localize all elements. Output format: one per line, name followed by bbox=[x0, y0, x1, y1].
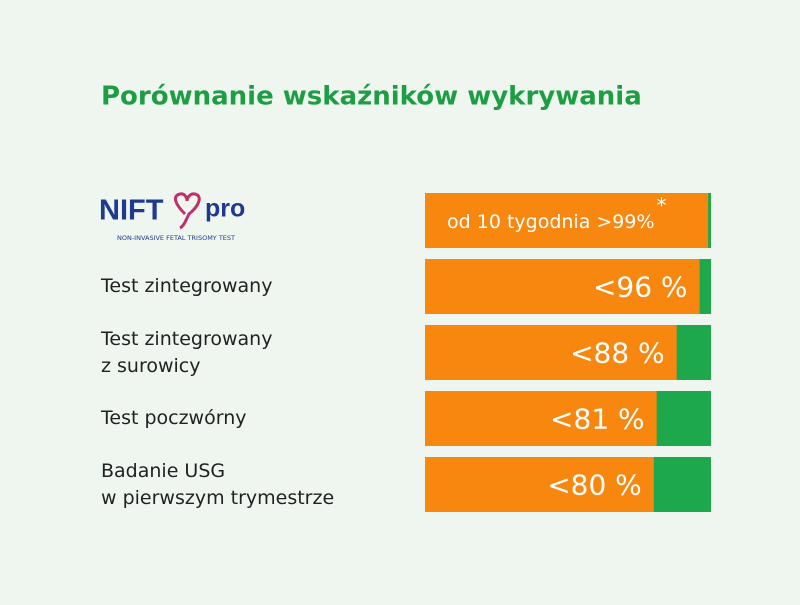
category-label: Badanie USG w pierwszym trymestrze bbox=[101, 459, 335, 509]
footnote-mark: * bbox=[657, 194, 667, 218]
value-label: <81 % bbox=[550, 403, 645, 436]
bar bbox=[425, 259, 700, 314]
value-label: <88 % bbox=[570, 337, 665, 370]
category-label: Test zintegrowany z surowicy bbox=[101, 327, 273, 377]
bar bbox=[425, 391, 657, 446]
logo-heart bbox=[173, 192, 201, 230]
value-label: od 10 tygodnia >99% bbox=[447, 211, 655, 233]
logo-tagline: NON-INVASIVE FETAL TRISOMY TEST bbox=[117, 234, 235, 242]
bar bbox=[425, 193, 709, 248]
value-label: <80 % bbox=[547, 469, 642, 502]
category-label: Test zintegrowany bbox=[101, 275, 273, 297]
bar bbox=[425, 325, 677, 380]
chart-title: Porównanie wskaźników wykrywania bbox=[101, 82, 642, 112]
logo-name: NIFT bbox=[99, 195, 164, 227]
logo-suffix: pro bbox=[205, 195, 245, 223]
value-label: <96 % bbox=[593, 271, 688, 304]
bar bbox=[425, 457, 654, 512]
category-label: Test poczwórny bbox=[101, 407, 247, 429]
logo: NIFT pro NON-INVASIVE FETAL TRISOMY TEST bbox=[99, 192, 245, 242]
